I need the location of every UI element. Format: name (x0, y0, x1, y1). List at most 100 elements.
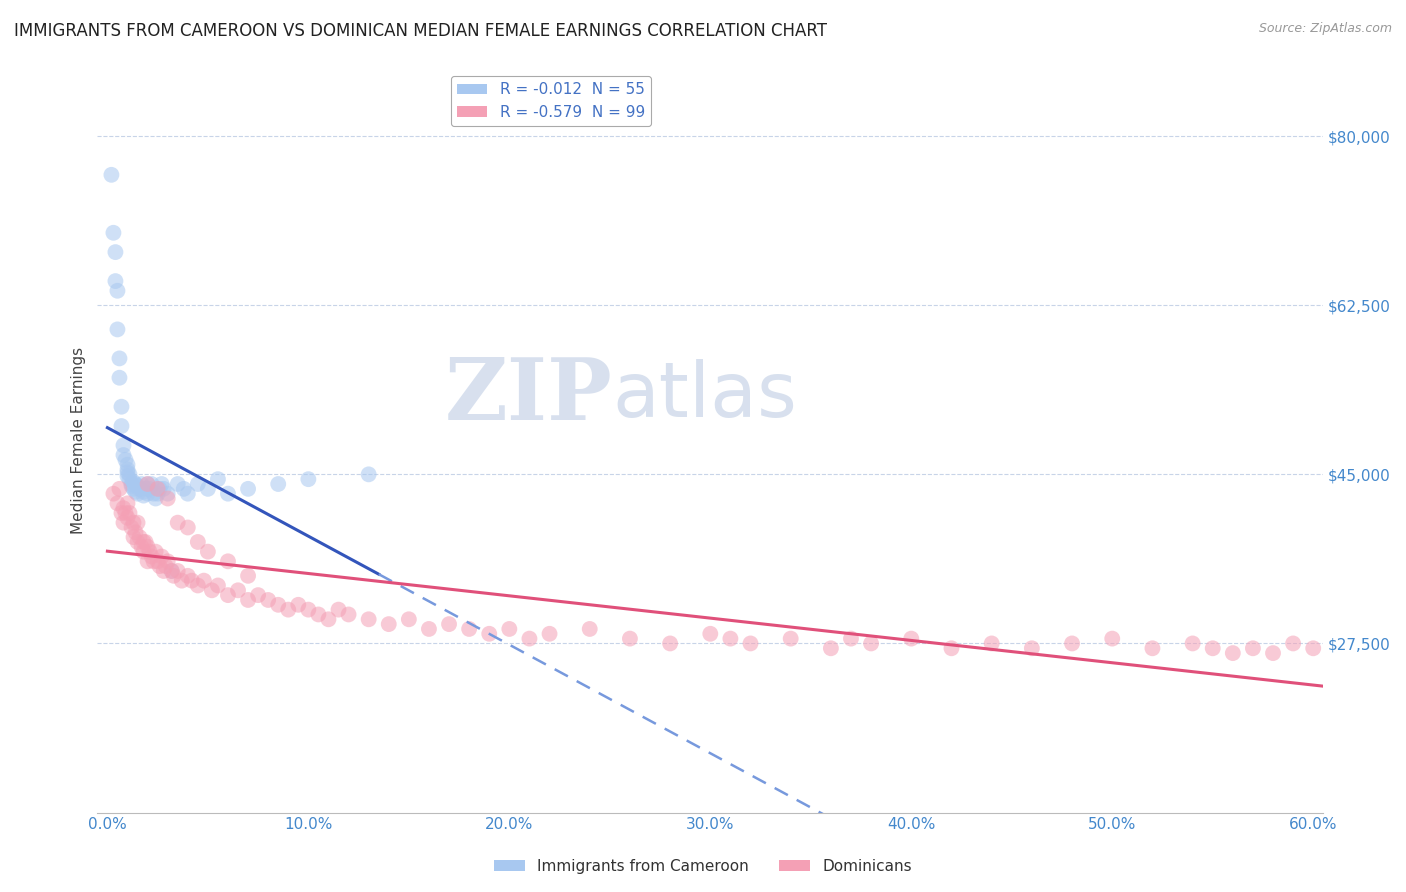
Point (142, 486, 165, 500)
Point (177, 520, 200, 534)
Point (217, 554, 239, 568)
Point (117, 511, 139, 525)
Point (110, 506, 132, 520)
Point (307, 607, 329, 622)
Point (142, 554, 165, 568)
Point (122, 482, 145, 496)
Point (257, 593, 280, 607)
Point (458, 622, 481, 636)
Point (236, 593, 259, 607)
Point (1202, 641, 1225, 656)
Point (112, 448, 135, 462)
Point (519, 632, 541, 646)
Point (170, 574, 193, 588)
Point (226, 583, 249, 598)
Point (357, 467, 380, 482)
Point (110, 400, 132, 414)
Point (156, 491, 179, 506)
Point (131, 477, 153, 491)
Point (197, 482, 219, 496)
Point (141, 549, 163, 564)
Point (173, 482, 195, 496)
Point (117, 469, 139, 483)
Point (128, 482, 150, 496)
Point (132, 484, 155, 499)
Point (177, 486, 200, 500)
Point (277, 602, 299, 616)
Point (357, 612, 380, 626)
Text: Source: ZipAtlas.com: Source: ZipAtlas.com (1258, 22, 1392, 36)
Point (619, 632, 641, 646)
Point (127, 535, 149, 549)
Point (118, 467, 141, 482)
Point (112, 501, 135, 516)
Legend: R = -0.012  N = 55, R = -0.579  N = 99: R = -0.012 N = 55, R = -0.579 N = 99 (451, 76, 651, 126)
Point (578, 622, 600, 636)
Point (145, 544, 167, 558)
Point (201, 583, 224, 598)
Point (1142, 641, 1164, 656)
Point (1282, 636, 1305, 650)
Point (150, 549, 173, 564)
Y-axis label: Median Female Earnings: Median Female Earnings (72, 347, 86, 534)
Point (207, 472, 229, 486)
Point (900, 632, 922, 646)
Point (418, 622, 440, 636)
Point (117, 462, 139, 476)
Point (122, 516, 145, 530)
Point (478, 627, 501, 641)
Point (160, 564, 183, 578)
Point (121, 520, 143, 534)
Point (437, 617, 460, 632)
Point (131, 540, 153, 554)
Point (187, 477, 209, 491)
Point (337, 607, 360, 622)
Point (124, 477, 146, 491)
Point (1261, 646, 1284, 660)
Point (236, 482, 259, 496)
Point (112, 438, 135, 452)
Point (156, 486, 179, 500)
Point (117, 458, 139, 472)
Point (124, 525, 146, 540)
Point (112, 516, 135, 530)
Point (136, 486, 159, 500)
Point (100, 168, 122, 182)
Point (136, 477, 159, 491)
Point (267, 598, 290, 612)
Point (398, 612, 420, 626)
Point (127, 516, 149, 530)
Point (166, 477, 188, 491)
Point (152, 564, 174, 578)
Point (287, 598, 309, 612)
Point (107, 496, 129, 510)
Point (297, 602, 319, 616)
Point (146, 482, 169, 496)
Point (1021, 641, 1043, 656)
Point (166, 516, 188, 530)
Point (860, 636, 883, 650)
Point (128, 530, 150, 544)
Point (941, 641, 963, 656)
Point (108, 482, 131, 496)
Point (187, 535, 209, 549)
Point (103, 486, 125, 500)
Point (839, 632, 862, 646)
Text: atlas: atlas (612, 359, 797, 433)
Point (122, 530, 145, 544)
Point (150, 477, 173, 491)
Point (135, 535, 157, 549)
Point (267, 477, 290, 491)
Point (104, 245, 127, 260)
Point (138, 482, 160, 496)
Point (1060, 636, 1083, 650)
Point (108, 370, 131, 384)
Point (156, 554, 179, 568)
Point (236, 569, 259, 583)
Point (538, 627, 561, 641)
Point (110, 419, 132, 434)
Point (207, 578, 229, 592)
Point (122, 475, 145, 489)
Point (820, 641, 842, 656)
Point (136, 554, 159, 568)
